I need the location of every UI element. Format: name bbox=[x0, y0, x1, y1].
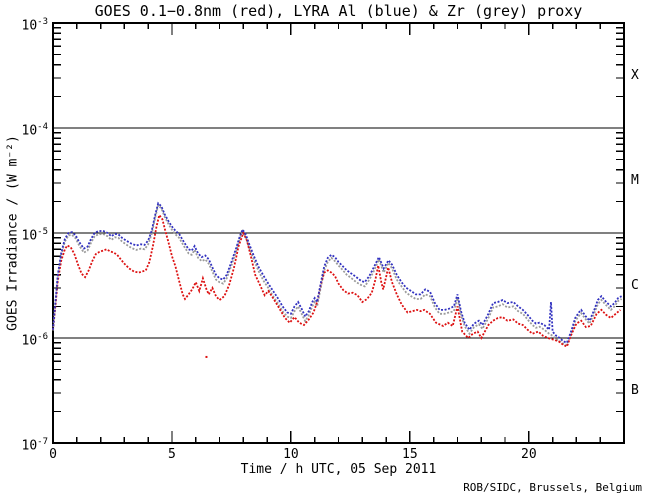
x-tick-label: 5 bbox=[168, 447, 176, 462]
x-tick-label: 20 bbox=[521, 447, 537, 462]
y-tick-label: 10-3 bbox=[21, 17, 49, 34]
y-tick-label: 10-6 bbox=[21, 332, 49, 349]
stray-data-point bbox=[205, 355, 208, 358]
flare-class-label: M bbox=[631, 172, 639, 188]
chart-title: GOES 0.1−0.8nm (red), LYRA Al (blue) & Z… bbox=[94, 2, 583, 20]
x-tick-label: 15 bbox=[402, 447, 418, 462]
flare-class-label: B bbox=[631, 382, 639, 398]
x-tick-label: 0 bbox=[49, 447, 57, 462]
y-tick-label: 10-4 bbox=[21, 122, 49, 139]
credit-text: ROB/SIDC, Brussels, Belgium bbox=[463, 481, 642, 494]
series-lyra-zr-proxy bbox=[52, 203, 623, 347]
flare-class-label: C bbox=[631, 277, 639, 293]
flare-class-label: X bbox=[631, 67, 639, 83]
y-tick-label: 10-5 bbox=[21, 227, 49, 244]
y-tick-label: 10-7 bbox=[21, 437, 49, 454]
plot-area bbox=[52, 22, 625, 444]
x-axis-title: Time / h UTC, 05 Sep 2011 bbox=[240, 462, 437, 477]
x-tick-label: 10 bbox=[283, 447, 299, 462]
series-goes-0-1-0-8nm bbox=[52, 213, 621, 348]
series-lyra-al-proxy bbox=[52, 201, 623, 344]
